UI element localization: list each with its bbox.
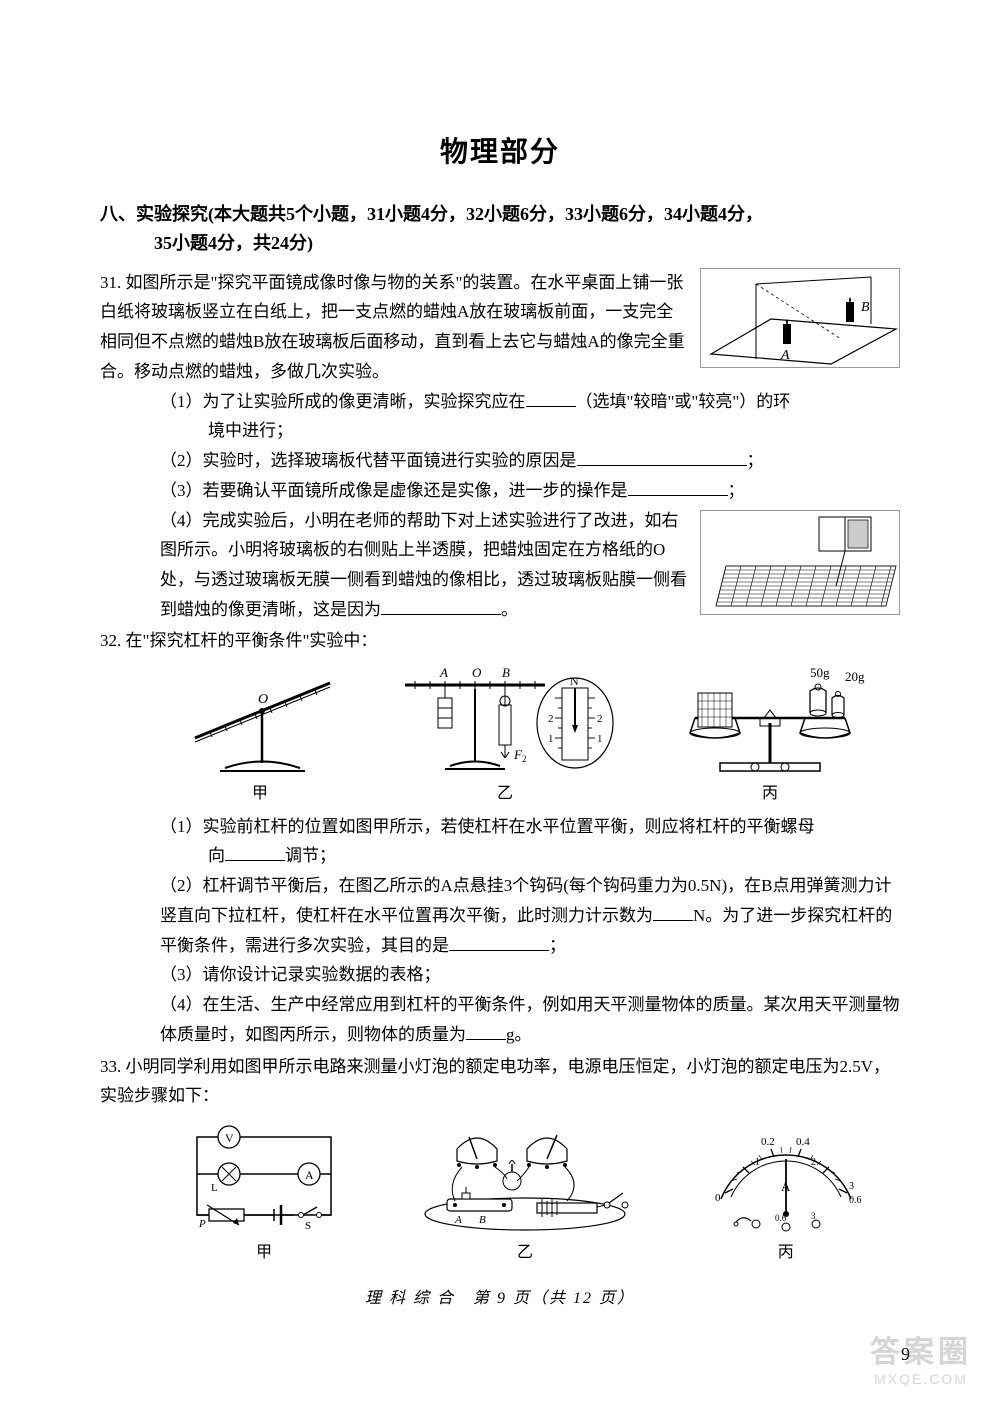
section-8-header: 八、实验探究(本大题共5个小题，31小题4分，32小题6分，33小题6分，34小…: [100, 200, 900, 258]
blank: [449, 932, 549, 951]
figure-33-jia: V L A P S: [179, 1119, 349, 1266]
figure-31-2: [700, 510, 900, 615]
q32-intro: 在"探究杠杆的平衡条件"实验中：: [126, 631, 378, 650]
label-jia: 甲: [179, 1239, 349, 1266]
section-8-line2: 35小题4分，共24分): [100, 229, 900, 258]
svg-text:3: 3: [811, 1211, 816, 1221]
q32-sub3: （3）请你设计记录实验数据的表格；: [100, 960, 900, 990]
q32-s4b: g。: [506, 1025, 532, 1044]
svg-text:O: O: [472, 665, 482, 680]
svg-text:0.6: 0.6: [849, 1195, 862, 1206]
figure-33-yi: A B 乙: [407, 1119, 642, 1266]
q32-sub1: （1）实验前杠杆的位置如图甲所示，若使杠杆在水平位置平衡，则应将杠杆的平衡螺母: [100, 812, 900, 842]
blank: [577, 447, 747, 466]
svg-text:B: B: [479, 1214, 486, 1226]
label-yi: 乙: [390, 780, 620, 807]
q31-s1c: 境中进行；: [208, 421, 293, 440]
q33-figure-row: V L A P S: [150, 1119, 900, 1266]
figure-33-bing: 0 0.2 0.4 1 2 3 0.6 A 0.6 3 丙: [701, 1119, 871, 1266]
blank: [225, 843, 285, 862]
q32-s1c: 调节；: [285, 846, 336, 865]
svg-text:2: 2: [597, 713, 603, 725]
q32-sub2: （2）杠杆调节平衡后，在图乙所示的A点悬挂3个钩码(每个钩码重力为0.5N)，在…: [100, 871, 900, 960]
q31-number: 31.: [100, 273, 121, 292]
q31-s2a: （2）实验时，选择玻璃板代替平面镜进行实验的原因是: [160, 451, 577, 470]
q32-s3: （3）请你设计记录实验数据的表格；: [160, 965, 441, 984]
q31-sub2: （2）实验时，选择玻璃板代替平面镜进行实验的原因是 ；: [100, 446, 900, 476]
label-yi: 乙: [407, 1239, 642, 1266]
svg-text:L: L: [211, 1182, 218, 1194]
svg-text:1: 1: [548, 733, 554, 745]
svg-text:20g: 20g: [845, 669, 865, 684]
blank: [628, 477, 728, 496]
svg-text:0.6: 0.6: [775, 1213, 787, 1223]
svg-text:0: 0: [715, 1192, 721, 1204]
label-bing: 丙: [660, 780, 880, 807]
question-32: 32. 在"探究杠杆的平衡条件"实验中： O 甲: [100, 627, 900, 1050]
q32-s1b: 向: [208, 846, 225, 865]
label-A: A: [780, 348, 790, 363]
q31-s2b: ；: [747, 451, 764, 470]
svg-text:2: 2: [548, 713, 554, 725]
svg-text:50g: 50g: [810, 665, 830, 680]
section-8-line1: 八、实验探究(本大题共5个小题，31小题4分，32小题6分，33小题6分，34小…: [100, 204, 763, 224]
page-footer: 理 科 综 合 第 9 页（共 12 页）: [100, 1284, 900, 1308]
figure-32-yi: A O B F2 N: [390, 663, 620, 807]
q33-number: 33.: [100, 1057, 121, 1076]
q32-figure-row: O 甲 A O B: [150, 663, 900, 807]
svg-text:B: B: [502, 665, 510, 680]
q31-s3b: ；: [728, 481, 745, 500]
svg-text:0.2: 0.2: [761, 1136, 775, 1148]
svg-text:0.4: 0.4: [796, 1136, 810, 1148]
label-B: B: [861, 300, 870, 315]
svg-text:A: A: [439, 665, 448, 680]
svg-text:3: 3: [849, 1181, 854, 1192]
q33-intro: 小明同学利用如图甲所示电路来测量小灯泡的额定电功率，电源电压恒定，小灯泡的额定电…: [100, 1057, 890, 1106]
q31-s4b: 。: [501, 600, 518, 619]
svg-text:S: S: [305, 1220, 311, 1232]
figure-32-jia: O 甲: [170, 663, 350, 807]
q32-sub4: （4）在生活、生产中经常应用到杠杆的平衡条件，例如用天平测量物体的质量。某次用天…: [100, 990, 900, 1050]
question-33: 33. 小明同学利用如图甲所示电路来测量小灯泡的额定电功率，电源电压恒定，小灯泡…: [100, 1052, 900, 1267]
svg-text:2: 2: [811, 1157, 816, 1168]
q31-sub1-cont: 境中进行；: [100, 416, 900, 446]
q32-s1a: （1）实验前杠杆的位置如图甲所示，若使杠杆在水平位置平衡，则应将杠杆的平衡螺母: [160, 817, 815, 836]
figure-31-1: A B: [700, 268, 900, 368]
svg-text:N: N: [570, 674, 579, 688]
watermark-top: 答案圈: [870, 1327, 972, 1371]
svg-text:1: 1: [755, 1157, 760, 1168]
blank: [381, 596, 501, 615]
q32-sub1-cont: 向 调节；: [100, 841, 900, 871]
blank: [653, 902, 693, 921]
blank: [466, 1021, 506, 1040]
q31-s3a: （3）若要确认平面镜所成像是虚像还是实像，进一步的操作是: [160, 481, 628, 500]
q31-sub1: （1）为了让实验所成的像更清晰，实验探究应在 （选填"较暗"或"较亮"）的环: [100, 387, 900, 417]
svg-text:V: V: [225, 1131, 234, 1145]
q32-number: 32.: [100, 631, 121, 650]
q31-sub3: （3）若要确认平面镜所成像是虚像还是实像，进一步的操作是 ；: [100, 476, 900, 506]
label-jia: 甲: [170, 780, 350, 807]
q31-intro: 如图所示是"探究平面镜成像时像与物的关系"的装置。在水平桌面上铺一张白纸将玻璃板…: [100, 273, 685, 381]
q32-s2c: ；: [549, 936, 566, 955]
page-title: 物理部分: [100, 130, 900, 170]
q31-s1b: （选填"较暗"或"较亮"）的环: [576, 392, 791, 411]
question-31: A B 31. 如图所示是"探究平面镜成像时像与物的关系"的装置。在水平桌面上铺…: [100, 268, 900, 625]
blank: [526, 388, 576, 407]
svg-text:P: P: [198, 1218, 206, 1230]
watermark: 答案圈 MXQE.COM: [870, 1327, 972, 1387]
svg-text:A: A: [305, 1168, 314, 1182]
svg-text:1: 1: [597, 733, 603, 745]
q31-s1a: （1）为了让实验所成的像更清晰，实验探究应在: [160, 392, 526, 411]
label-bing: 丙: [701, 1239, 871, 1266]
svg-text:O: O: [258, 692, 268, 707]
svg-text:A: A: [454, 1214, 462, 1226]
watermark-bottom: MXQE.COM: [870, 1371, 972, 1387]
svg-text:2: 2: [522, 754, 527, 764]
figure-32-bing: 50g 20g: [660, 663, 880, 807]
